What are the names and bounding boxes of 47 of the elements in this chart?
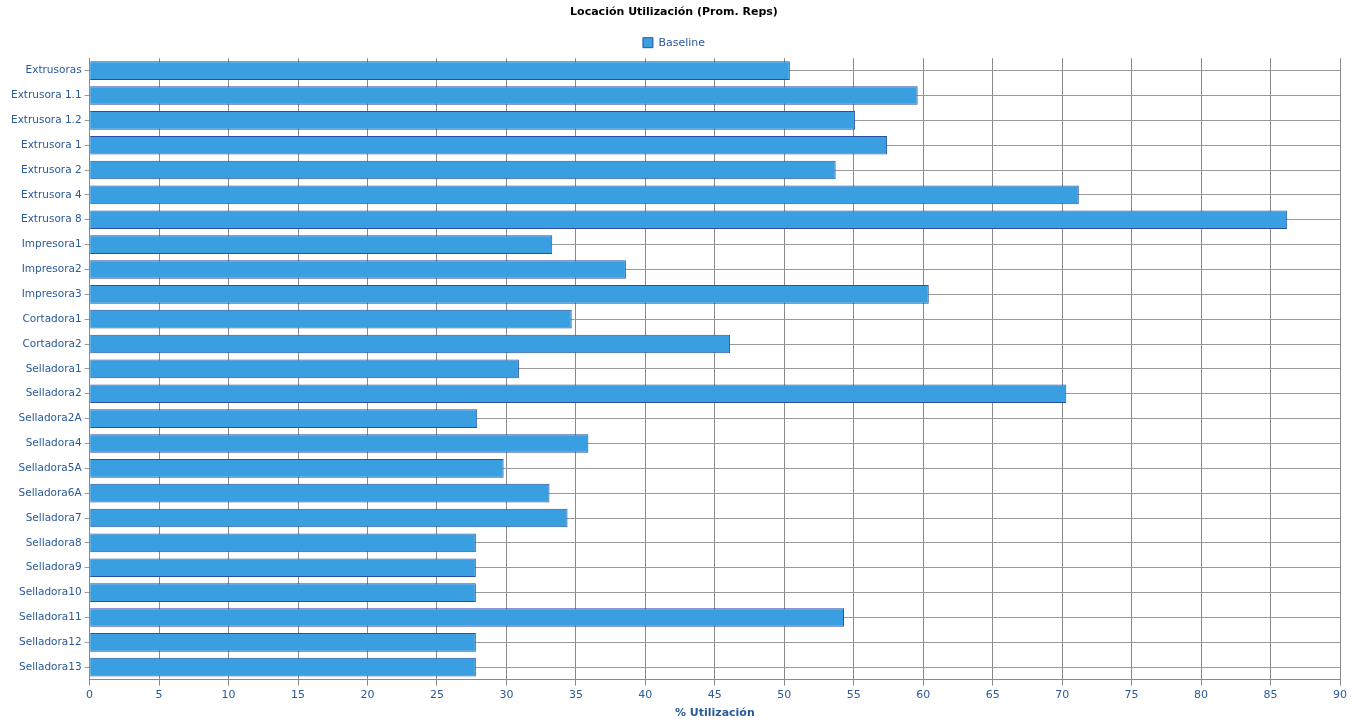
x-tick-label: 50 <box>777 688 792 702</box>
x-tick-label: 45 <box>707 688 722 702</box>
chart-title: Locación Utilización (Prom. Reps) <box>570 5 778 19</box>
x-tick-label: 60 <box>916 688 931 702</box>
y-tick-label: Impresora1 <box>21 237 82 250</box>
x-axis-title: % Utilización <box>674 706 755 720</box>
x-tick-label: 35 <box>568 688 583 702</box>
x-tick-label: 0 <box>86 688 94 702</box>
y-tick-label: Extrusoras <box>25 63 82 76</box>
x-tick-label: 40 <box>638 688 653 702</box>
y-tick-label: Selladora2A <box>18 411 83 424</box>
x-tick-label: 30 <box>499 688 514 702</box>
x-tick-label: 70 <box>1055 688 1070 702</box>
y-tick-label: Selladora10 <box>19 585 82 598</box>
y-tick-label: Cortadora1 <box>22 311 82 324</box>
y-tick-label: Selladora8 <box>25 535 82 548</box>
y-tick-label: Cortadora2 <box>22 336 82 349</box>
y-tick-label: Selladora12 <box>19 635 82 648</box>
y-tick-label: Selladora11 <box>19 610 82 623</box>
y-tick-label: Extrusora 1 <box>21 137 82 150</box>
y-tick-label: Extrusora 1.1 <box>10 88 82 101</box>
y-tick-label: Selladora2 <box>25 386 82 399</box>
x-tick-label: 55 <box>846 688 861 702</box>
y-tick-label: Selladora9 <box>25 560 82 573</box>
x-tick-label: 25 <box>429 688 444 702</box>
y-tick-label: Extrusora 4 <box>21 187 82 200</box>
y-tick-label: Selladora1 <box>25 361 82 374</box>
y-tick-label: Impresora3 <box>21 287 82 300</box>
y-tick-label: Selladora4 <box>25 436 82 449</box>
legend-label: Baseline <box>658 35 706 49</box>
x-tick-label: 80 <box>1194 688 1209 702</box>
x-tick-label: 85 <box>1263 688 1278 702</box>
y-tick-label: Impresora2 <box>21 262 82 275</box>
y-tick-label: Extrusora 8 <box>21 212 82 225</box>
x-tick-label: 20 <box>360 688 375 702</box>
x-tick-label: 10 <box>221 688 236 702</box>
y-tick-label: Selladora7 <box>25 510 82 523</box>
x-tick-label: 75 <box>1124 688 1139 702</box>
x-tick-label: 65 <box>985 688 1000 702</box>
y-tick-label: Extrusora 1.2 <box>10 113 82 126</box>
y-tick-label: Selladora13 <box>19 659 82 672</box>
y-tick-label: Selladora5A <box>18 461 83 474</box>
x-tick-label: 5 <box>155 688 163 702</box>
y-tick-label: Extrusora 2 <box>21 162 82 175</box>
y-tick-label: Selladora6A <box>18 485 83 498</box>
x-tick-label: 90 <box>1333 688 1347 702</box>
x-tick-label: 15 <box>291 688 306 702</box>
